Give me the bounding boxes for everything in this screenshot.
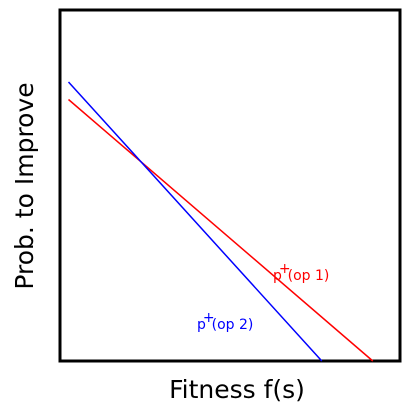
series-label-op2: p+(op 2) <box>197 310 253 333</box>
series-label-op1: p+(op 1) <box>273 261 329 284</box>
plot-frame <box>58 8 402 363</box>
x-axis-label: Fitness f(s) <box>169 375 305 404</box>
series-line-op1 <box>68 98 374 362</box>
series-line-op2 <box>67 81 323 362</box>
y-axis-label: Prob. to Improve <box>10 82 39 289</box>
